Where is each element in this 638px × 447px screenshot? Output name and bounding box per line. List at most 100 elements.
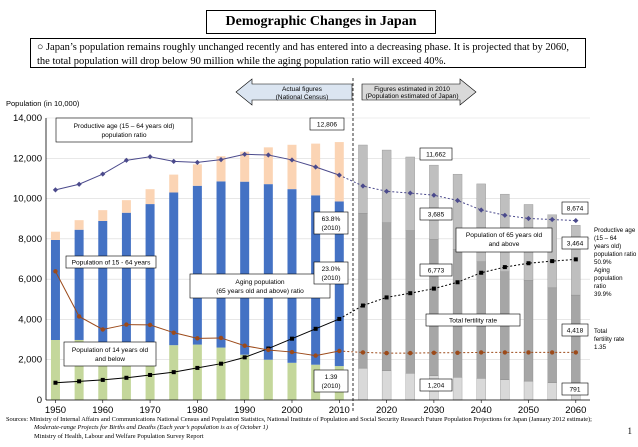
- svg-text:Population of 14 years old: Population of 14 years old: [72, 347, 149, 354]
- bar-segment-productive: [452, 249, 463, 378]
- bar-segment-aged: [381, 149, 392, 223]
- bar-segment-aged: [98, 210, 108, 221]
- bar-segment-young: [476, 378, 486, 401]
- fertility-point: [360, 350, 366, 355]
- bar-segment-young: [381, 370, 392, 401]
- bar-segment-productive: [98, 220, 108, 343]
- bar-segment-aged: [263, 147, 273, 185]
- y-tick-label: 0: [37, 395, 42, 406]
- pop-65-above-annotation: Population of 65 years old and above: [455, 227, 553, 253]
- productive-ratio-point: [336, 172, 342, 178]
- y-tick-label: 12,000: [13, 153, 42, 164]
- total-2010-label: 12,806: [309, 117, 345, 131]
- svg-text:and above: and above: [489, 241, 520, 248]
- svg-text:ratio: ratio: [594, 283, 607, 290]
- fertility-point: [313, 353, 318, 358]
- svg-text:3,464: 3,464: [567, 241, 584, 248]
- fertility-annotation: Total fertility rate: [425, 313, 521, 327]
- estimated-label-1: Figures estimated in 2010: [374, 86, 450, 93]
- sources-prefix: Sources:: [6, 416, 29, 423]
- fertility-point: [53, 269, 58, 274]
- fertility-point: [337, 348, 342, 354]
- bar-segment-aged: [240, 151, 250, 182]
- bar-segment-young: [263, 359, 273, 400]
- actual-label-2: (National Census): [276, 94, 329, 101]
- side-productive-ratio: Productive age (15 – 64 years old) popul…: [594, 227, 637, 266]
- bar-segment-young: [523, 380, 534, 401]
- svg-text:Productive age (15 – 64 years: Productive age (15 – 64 years old): [74, 123, 175, 130]
- aging-ratio-point: [502, 265, 507, 270]
- aging-ratio-point: [195, 365, 200, 370]
- bar-segment-productive: [263, 184, 273, 360]
- bar-segment-aged: [287, 144, 297, 190]
- actual-label-1: Actual figures: [282, 86, 323, 93]
- page-title: Demographic Changes in Japan: [206, 10, 436, 34]
- svg-text:Population of 65 years old: Population of 65 years old: [466, 232, 543, 239]
- bar-segment-young: [547, 382, 557, 401]
- svg-text:Aging: Aging: [594, 267, 610, 274]
- x-tick-label: 2030: [423, 405, 444, 416]
- aging-ratio-point: [171, 370, 176, 375]
- productive-ratio-point: [171, 158, 177, 164]
- bar-segment-young: [121, 348, 131, 400]
- sources-line-3: Ministry of Health, Labour and Welfare P…: [34, 432, 204, 440]
- fertility-point: [218, 335, 224, 341]
- x-tick-label: 2060: [565, 405, 586, 416]
- young-pop-2030-label: 1,204: [419, 378, 453, 392]
- productive-ratio-point: [194, 159, 200, 166]
- y-tick-label: 2,000: [18, 355, 42, 366]
- bar-segment-young: [452, 377, 463, 401]
- y-tick-label: 10,000: [13, 194, 42, 205]
- svg-text:4,418: 4,418: [567, 328, 584, 335]
- aging-ratio-point: [455, 280, 460, 285]
- svg-text:Total fertility rate: Total fertility rate: [449, 318, 497, 325]
- aging-ratio-point: [573, 257, 578, 262]
- fertility-point: [100, 327, 105, 332]
- pop-14-below-annotation: Population of 14 years old and below: [63, 341, 157, 367]
- bar-segment-productive: [50, 239, 60, 340]
- bar-segment-young: [358, 367, 368, 401]
- svg-text:Aging population: Aging population: [235, 279, 284, 286]
- total-2060-label: 8,674: [561, 201, 589, 215]
- svg-text:Total: Total: [594, 328, 607, 335]
- bar-segment-young: [74, 339, 84, 400]
- productive-ratio-annotation: Productive age (15 – 64 years old) popul…: [55, 117, 193, 143]
- prod-2060-label: 4,418: [561, 323, 589, 337]
- bar-segment-aged: [50, 231, 60, 240]
- bar-segment-young: [287, 362, 297, 400]
- svg-text:12,806: 12,806: [317, 122, 338, 129]
- aging-ratio-point: [550, 259, 555, 264]
- fertility-point: [455, 350, 460, 355]
- bar-segment-productive: [523, 280, 534, 382]
- productive-ratio-point: [100, 171, 106, 177]
- aging-ratio-2010-label: 23.0% (2010): [313, 261, 349, 285]
- bar-segment-productive: [74, 229, 84, 340]
- svg-text:population: population: [594, 275, 623, 282]
- productive-ratio-point: [573, 217, 579, 224]
- productive-ratio-point: [242, 151, 248, 157]
- page-number: 1: [627, 426, 633, 436]
- aging-ratio-point: [289, 336, 294, 341]
- svg-text:population ratio: population ratio: [101, 132, 146, 139]
- svg-text:791: 791: [569, 387, 580, 394]
- svg-text:6,773: 6,773: [428, 268, 445, 275]
- bar-segment-aged: [169, 174, 179, 193]
- x-tick-label: 2020: [376, 405, 397, 416]
- x-tick-label: 1970: [139, 405, 160, 416]
- productive-ratio-point: [123, 157, 130, 163]
- productive-ratio-point: [76, 181, 82, 187]
- side-aging-ratio: Aging population ratio 39.9%: [594, 267, 623, 298]
- y-tick-label: 8,000: [18, 234, 42, 245]
- svg-text:3,685: 3,685: [428, 212, 445, 219]
- aging-ratio-point: [313, 326, 318, 331]
- x-tick-label: 1980: [187, 405, 208, 416]
- sources-line-2: Moderate-range Projects for Births and D…: [34, 424, 268, 432]
- estimated-figures-arrow: Figures estimated in 2010 (Population es…: [361, 78, 477, 106]
- y-tick-label: 6,000: [18, 274, 42, 285]
- pop-15-64-annotation: Population of 15 - 64 years: [65, 255, 157, 269]
- fertility-point: [549, 350, 555, 355]
- bar-segment-aged: [121, 200, 131, 213]
- x-tick-label: 2050: [518, 405, 539, 416]
- bar-segment-productive: [358, 213, 368, 369]
- svg-text:Population of 15 - 64 years: Population of 15 - 64 years: [72, 260, 152, 267]
